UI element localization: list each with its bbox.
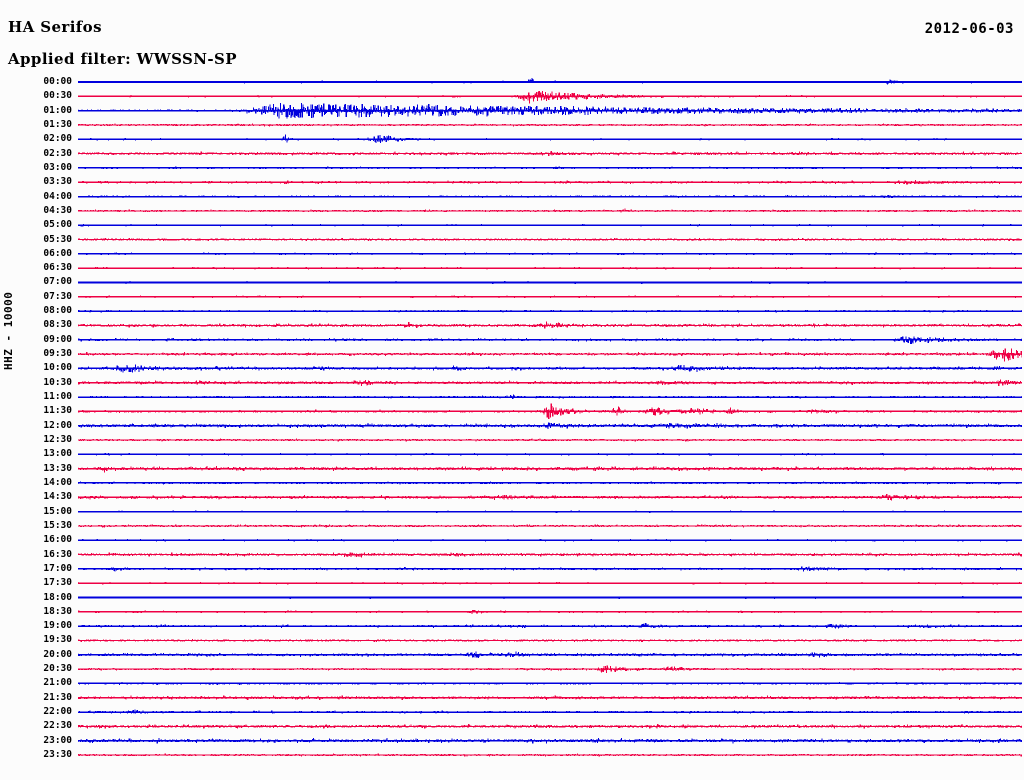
time-axis-label: 00:30 (43, 90, 72, 102)
time-axis-label: 08:00 (43, 305, 72, 317)
time-axis-label: 21:00 (43, 677, 72, 689)
time-axis-label: 09:00 (43, 333, 72, 345)
time-axis-label: 22:00 (43, 706, 72, 718)
applied-filter-label: Applied filter: WWSSN-SP (8, 50, 237, 68)
time-axis-label: 04:30 (43, 204, 72, 216)
trace-line (78, 466, 1022, 473)
time-axis-label: 06:30 (43, 262, 72, 274)
time-axis-label: 13:00 (43, 448, 72, 460)
time-axis: 00:00 00:30 01:00 01:30 02:00 02:30 03:00 03:30… (0, 76, 78, 774)
time-axis-label: 23:30 (43, 749, 72, 761)
time-axis-label: 02:00 (43, 133, 72, 145)
time-axis-label: 00:00 (43, 76, 72, 87)
time-axis-label: 01:30 (43, 118, 72, 130)
time-axis-label: 06:00 (43, 247, 72, 259)
seismogram-traces (78, 78, 1022, 774)
time-axis-label: 12:30 (43, 434, 72, 445)
time-axis-label: 20:30 (43, 663, 72, 675)
trace-canvas (78, 78, 1022, 757)
time-axis-label: 16:30 (43, 548, 72, 560)
time-axis-label: 10:00 (43, 362, 72, 374)
time-axis-label: 16:00 (43, 534, 72, 546)
time-axis-label: 22:30 (43, 720, 72, 732)
time-axis-label: 07:30 (43, 290, 72, 302)
time-axis-label: 11:30 (43, 405, 72, 417)
time-axis-label: 19:30 (43, 634, 72, 646)
time-axis-label: 15:30 (43, 519, 72, 531)
time-axis-label: 12:00 (43, 419, 72, 431)
time-axis-label: 19:00 (43, 620, 72, 632)
record-date: 2012-06-03 (924, 21, 1014, 37)
time-axis-label: 13:30 (43, 462, 72, 474)
time-axis-label: 17:00 (43, 562, 72, 574)
time-axis-label: 20:00 (43, 648, 72, 660)
time-axis-label: 03:00 (43, 161, 72, 173)
time-axis-label: 23:00 (43, 734, 72, 746)
trace-line (78, 78, 1022, 85)
time-axis-label: 02:30 (43, 147, 72, 159)
time-axis-label: 05:00 (43, 219, 72, 231)
time-axis-label: 04:00 (43, 190, 72, 202)
time-axis-label: 08:30 (43, 319, 72, 331)
time-axis-label: 07:00 (43, 276, 72, 288)
page-title: HA Serifos (8, 18, 102, 36)
time-axis-label: 14:30 (43, 491, 72, 503)
chart-header: HA Serifos 2012-06-03 Applied filter: WW… (0, 0, 1024, 78)
time-axis-label: 21:30 (43, 691, 72, 703)
trace-line (78, 348, 1022, 362)
helicorder-plot: 00:00 00:30 01:00 01:30 02:00 02:30 03:00 03:30… (0, 76, 1024, 774)
time-axis-label: 14:00 (43, 476, 72, 488)
time-axis-label: 05:30 (43, 233, 72, 245)
time-axis-label: 09:30 (43, 348, 72, 360)
time-axis-label: 18:00 (43, 591, 72, 603)
time-axis-label: 15:00 (43, 505, 72, 517)
time-axis-label: 03:30 (43, 176, 72, 188)
time-axis-label: 11:00 (43, 391, 72, 403)
time-axis-label: 17:30 (43, 577, 72, 589)
time-axis-label: 01:00 (43, 104, 72, 116)
trace-line (78, 90, 1022, 104)
time-axis-label: 18:30 (43, 605, 72, 617)
time-axis-label: 10:30 (43, 376, 72, 388)
